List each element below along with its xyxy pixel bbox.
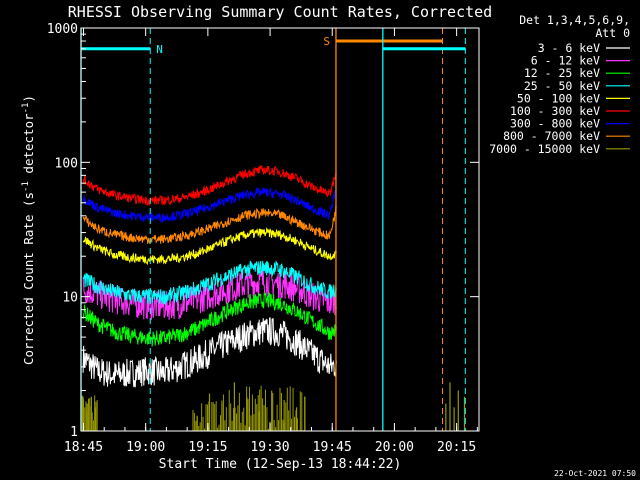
chart-title: RHESSI Observing Summary Count Rates, Co… [68,3,492,21]
y-axis: 1 10 100 1000 [47,22,479,440]
footer-date: 22-Oct-2021 07:50 [554,469,636,478]
legend-entry-6: 300 - 800 keV [510,117,600,131]
legend-entry-5: 100 - 300 keV [510,104,600,118]
series-layer [81,165,466,431]
x-tick-label-2: 19:15 [188,440,227,455]
x-tick-label-5: 20:00 [375,440,414,455]
series-line-6 [83,186,337,224]
series-line-0 [82,317,337,388]
legend-entry-2: 12 - 25 keV [524,66,600,80]
series-line-5 [82,165,337,207]
y-tick-label-2: 100 [55,156,78,171]
x-axis-label: Start Time (12-Sep-13 18:44:22) [159,457,402,472]
y-axis-label-part-1: Corrected Count Rate (s [21,192,36,365]
series-line-7 [82,205,337,244]
x-axis: 18:45 19:00 19:15 19:30 19:45 20:00 20:15 [64,28,478,455]
series-line-3 [82,260,337,306]
legend-entry-0: 3 - 6 keV [538,41,600,55]
legend-entry-7: 800 - 7000 keV [503,129,600,143]
legend-entry-4: 50 - 100 keV [517,91,600,105]
x-tick-label-1: 19:00 [126,440,165,455]
y-tick-label-3: 1000 [47,22,78,37]
legend-header-line-1: Det 1,3,4,5,6,9, [519,13,630,27]
y-axis-label: Corrected Count Rate (s-1 detector-1) [21,95,36,365]
x-tick-label-6: 20:15 [437,440,476,455]
series-line-4 [82,226,337,266]
y-tick-label-0: 1 [70,425,78,440]
plot-frame [80,27,480,432]
legend-entry-8: 7000 - 15000 keV [489,142,600,156]
y-axis-label-sup-1: -1 [21,181,31,192]
marker-label-1: S [323,35,330,48]
y-axis-label-part-3: ) [21,95,36,103]
legend-entry-3: 25 - 50 keV [524,79,600,93]
y-axis-label-part-2: detector [21,113,36,181]
marker-label-0: N [156,43,163,56]
x-tick-label-3: 19:30 [250,440,289,455]
legend-entry-1: 6 - 12 keV [531,54,600,68]
y-tick-label-1: 10 [62,291,78,306]
legend-header-line-2: Att 0 [595,26,630,40]
y-axis-label-sup-2: -1 [21,103,31,114]
x-tick-label-0: 18:45 [64,440,103,455]
series-line-2 [82,292,337,347]
x-tick-label-4: 19:45 [313,440,352,455]
